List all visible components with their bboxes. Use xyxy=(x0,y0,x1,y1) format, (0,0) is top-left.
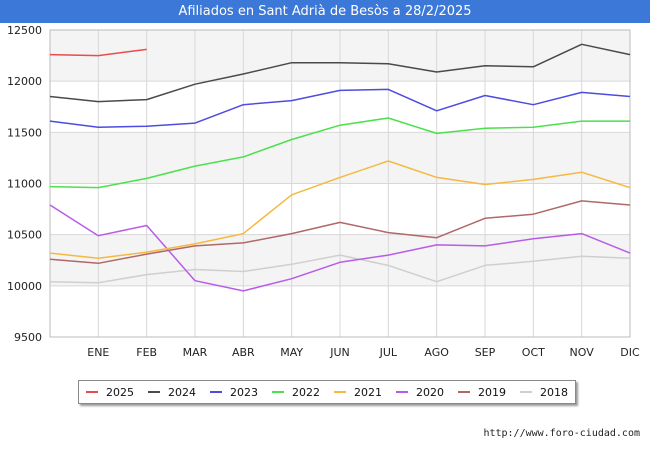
series-line-2024 xyxy=(49,43,631,103)
legend-swatch xyxy=(148,391,160,393)
legend-label: 2019 xyxy=(478,385,506,399)
x-tick-label: NOV xyxy=(570,346,595,359)
legend-item-2022: 2022 xyxy=(272,386,320,399)
x-tick-label: JUL xyxy=(379,346,398,359)
legend-label: 2022 xyxy=(292,385,320,399)
x-tick-label: DIC xyxy=(620,346,640,359)
legend-swatch xyxy=(210,391,222,393)
x-tick-label: MAY xyxy=(280,346,303,359)
source-url: http://www.foro-ciudad.com xyxy=(483,428,640,439)
legend-label: 2021 xyxy=(354,385,382,399)
legend-swatch xyxy=(86,391,98,393)
legend-swatch xyxy=(272,391,284,393)
y-tick-label: 12500 xyxy=(7,24,42,37)
legend-swatch xyxy=(458,391,470,393)
legend-item-2025: 2025 xyxy=(86,386,134,399)
grid-lines xyxy=(49,29,631,338)
series-lines xyxy=(49,43,631,292)
series-line-2019 xyxy=(49,200,631,265)
series-line-2022 xyxy=(49,117,630,189)
tick-labels: 9500 10000 10500 11000 11500 12000 12500 ENE FEB… xyxy=(7,24,640,359)
legend-swatch xyxy=(396,391,408,393)
legend-item-2019: 2019 xyxy=(458,386,506,399)
series-line-2020 xyxy=(49,204,631,292)
chart-title: Afiliados en Sant Adrià de Besòs a 28/2/… xyxy=(0,0,650,23)
legend-swatch xyxy=(334,391,346,393)
x-tick-label: JUN xyxy=(329,346,350,359)
x-tick-label: OCT xyxy=(522,346,545,359)
y-tick-label: 10000 xyxy=(7,280,42,293)
legend-label: 2024 xyxy=(168,385,196,399)
y-tick-label: 11500 xyxy=(7,126,42,139)
series-line-2025 xyxy=(49,48,147,57)
legend: 2025 2024 2023 2022 2021 2020 2019 2018 xyxy=(78,380,576,404)
legend-item-2020: 2020 xyxy=(396,386,444,399)
x-tick-label: AGO xyxy=(424,346,449,359)
series-line-2023 xyxy=(49,88,631,128)
legend-label: 2023 xyxy=(230,385,258,399)
legend-swatch xyxy=(520,391,532,393)
x-tick-label: ENE xyxy=(87,346,109,359)
legend-label: 2020 xyxy=(416,385,444,399)
x-tick-label: SEP xyxy=(475,346,496,359)
x-tick-label: MAR xyxy=(183,346,208,359)
series-line-2021 xyxy=(49,160,631,259)
y-tick-label: 9500 xyxy=(14,331,42,344)
legend-item-2024: 2024 xyxy=(148,386,196,399)
series-line-2018 xyxy=(49,254,631,284)
legend-label: 2025 xyxy=(106,385,134,399)
plot-border xyxy=(49,29,631,338)
legend-item-2018: 2018 xyxy=(520,386,568,399)
x-tick-label: FEB xyxy=(136,346,157,359)
legend-item-2023: 2023 xyxy=(210,386,258,399)
legend-item-2021: 2021 xyxy=(334,386,382,399)
x-tick-label: ABR xyxy=(232,346,255,359)
y-tick-label: 11000 xyxy=(7,178,42,191)
y-tick-label: 12000 xyxy=(7,75,42,88)
y-tick-label: 10500 xyxy=(7,229,42,242)
legend-label: 2018 xyxy=(540,385,568,399)
